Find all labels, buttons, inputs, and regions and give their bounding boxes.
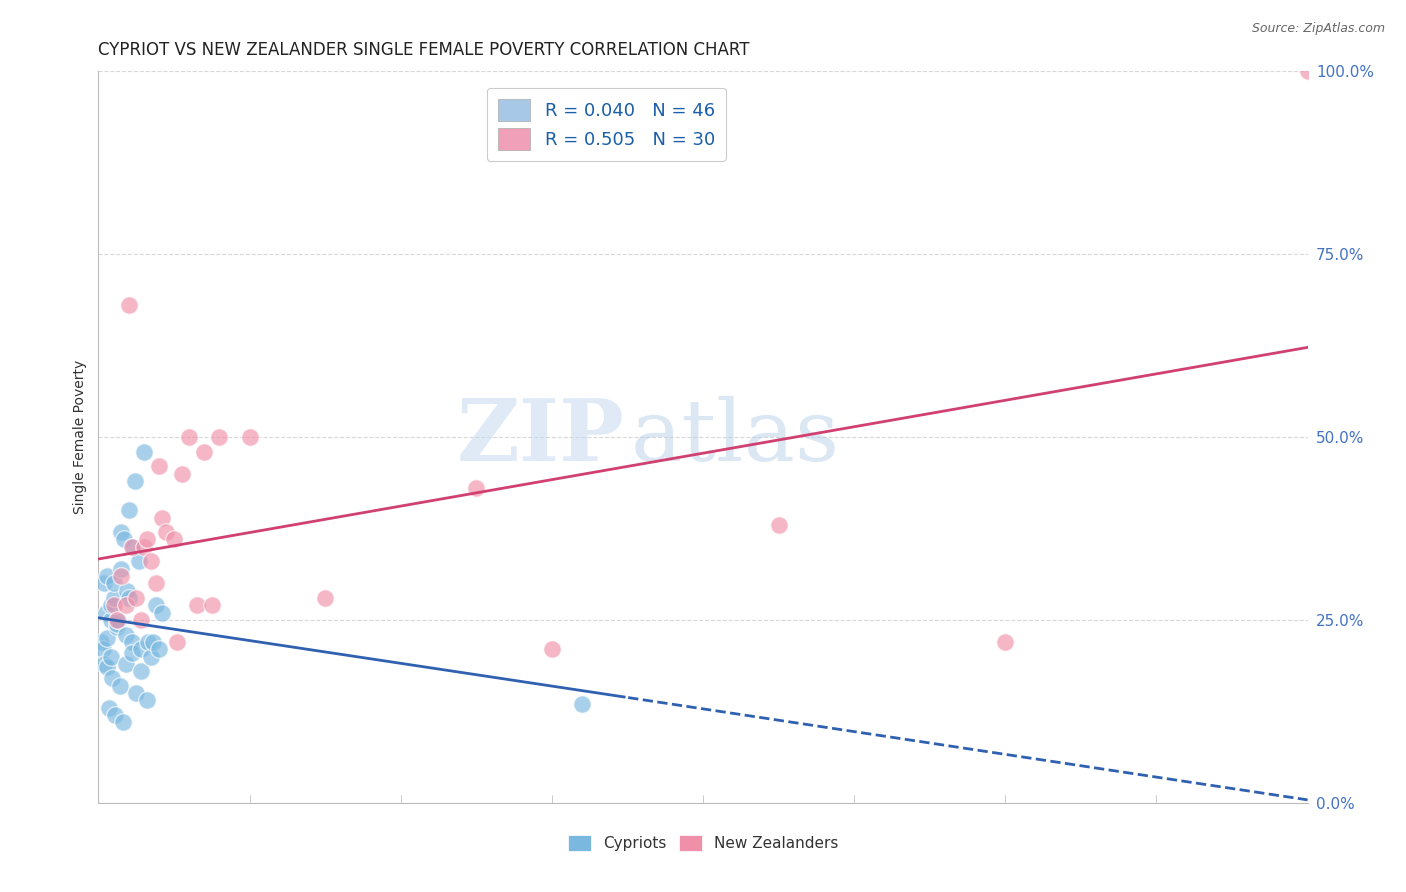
Text: Source: ZipAtlas.com: Source: ZipAtlas.com (1251, 22, 1385, 36)
Point (110, 525, 132, 540)
Point (93, 576, 115, 591)
Point (208, 430, 231, 444)
Point (114, 627, 136, 641)
Point (186, 599, 208, 613)
Point (107, 613, 129, 627)
Point (145, 599, 167, 613)
Text: ZIP: ZIP (457, 395, 624, 479)
Point (465, 481, 488, 495)
Point (118, 591, 141, 605)
Point (141, 649, 163, 664)
Point (94, 606, 117, 620)
Point (110, 562, 132, 576)
Point (540, 642, 562, 657)
Point (201, 599, 224, 613)
Point (100, 613, 122, 627)
Point (150, 510, 173, 524)
Point (118, 298, 141, 312)
Point (193, 444, 215, 458)
Point (128, 554, 150, 568)
Point (122, 540, 145, 554)
Point (129, 642, 152, 657)
Point (105, 616, 128, 631)
Point (155, 525, 177, 540)
Point (239, 430, 262, 444)
Point (93, 657, 115, 671)
Point (145, 576, 167, 591)
Text: CYPRIOT VS NEW ZEALANDER SINGLE FEMALE POVERTY CORRELATION CHART: CYPRIOT VS NEW ZEALANDER SINGLE FEMALE P… (98, 41, 749, 59)
Point (148, 642, 170, 657)
Point (103, 576, 125, 591)
Point (110, 569, 132, 583)
Point (105, 613, 128, 627)
Point (114, 657, 136, 671)
Point (105, 620, 128, 634)
Legend: Cypriots, New Zealanders: Cypriots, New Zealanders (562, 829, 844, 857)
Point (132, 540, 155, 554)
Point (98, 700, 121, 714)
Point (91, 642, 114, 657)
Point (96, 569, 118, 583)
Point (125, 591, 148, 605)
Point (118, 503, 141, 517)
Point (124, 474, 146, 488)
Point (170, 467, 193, 481)
Point (135, 533, 157, 547)
Point (96, 660, 118, 674)
Point (100, 599, 122, 613)
Point (148, 459, 170, 474)
Point (101, 672, 124, 686)
Point (163, 533, 186, 547)
Point (136, 635, 159, 649)
Point (141, 554, 163, 568)
Point (90, 635, 112, 649)
Point (129, 664, 152, 678)
Point (121, 635, 143, 649)
Point (150, 606, 173, 620)
Point (1296, 64, 1319, 78)
Point (112, 533, 135, 547)
Point (135, 693, 157, 707)
Point (111, 715, 134, 730)
Point (104, 708, 127, 723)
Point (314, 591, 336, 605)
Point (96, 632, 118, 646)
Point (768, 517, 790, 532)
Point (571, 697, 593, 711)
Point (103, 591, 125, 605)
Text: atlas: atlas (630, 395, 839, 479)
Point (179, 430, 201, 444)
Point (129, 613, 152, 627)
Y-axis label: Single Female Poverty: Single Female Poverty (73, 360, 87, 514)
Point (166, 635, 188, 649)
Point (115, 583, 138, 598)
Point (103, 599, 125, 613)
Point (125, 686, 148, 700)
Point (142, 635, 165, 649)
Point (114, 599, 136, 613)
Point (121, 646, 143, 660)
Point (132, 444, 155, 458)
Point (108, 679, 131, 693)
Point (994, 635, 1017, 649)
Point (121, 540, 143, 554)
Point (100, 649, 122, 664)
